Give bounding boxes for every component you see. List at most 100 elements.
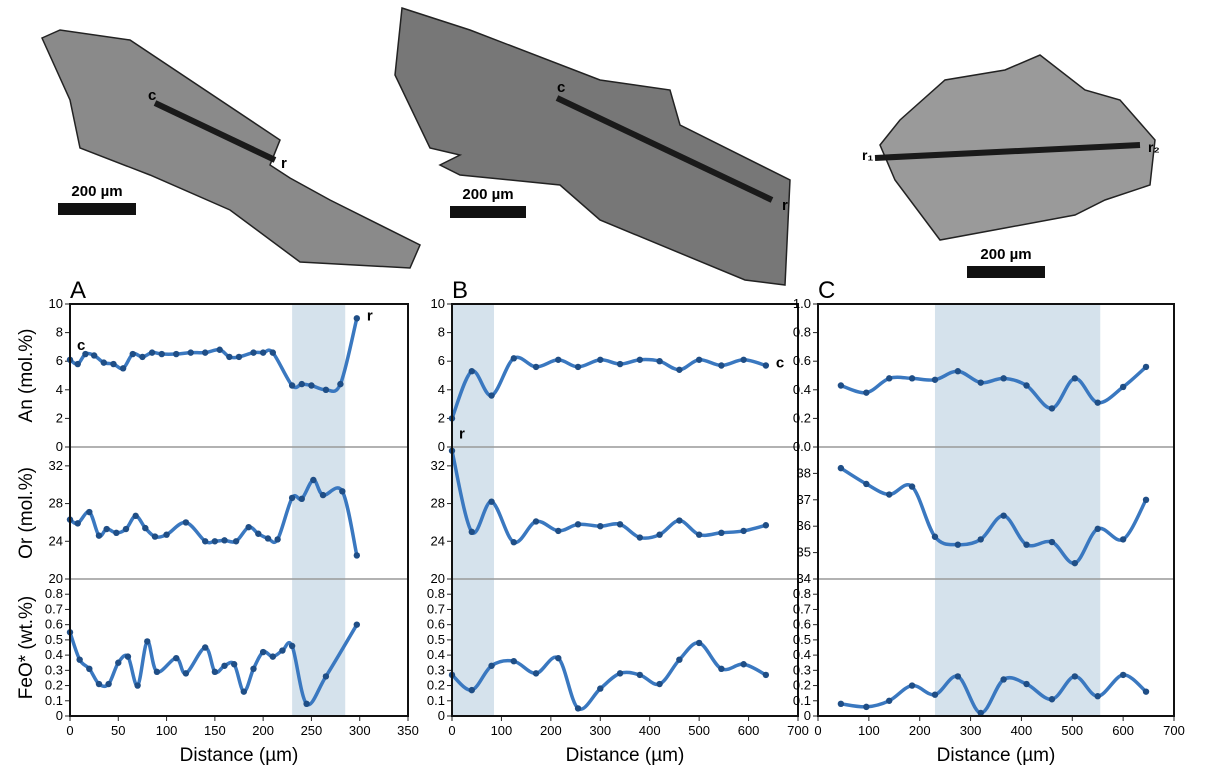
profile-line — [555, 95, 774, 203]
x-tick-label: 300 — [349, 723, 371, 738]
y-tick-label: 0.3 — [45, 662, 63, 677]
data-point — [202, 349, 209, 356]
data-point — [148, 349, 156, 356]
data-point — [555, 356, 562, 363]
data-point — [597, 523, 604, 530]
data-point — [259, 648, 267, 656]
data-point — [95, 680, 103, 688]
y-tick-label: 2 — [56, 410, 63, 425]
data-point — [232, 538, 240, 545]
data-point — [1048, 405, 1056, 412]
data-point — [1119, 671, 1127, 679]
y-tick-label: 4 — [56, 382, 63, 397]
y-tick-label: 0.4 — [427, 647, 445, 662]
data-point — [574, 363, 582, 371]
y-tick-label: 1.0 — [793, 296, 811, 311]
data-point — [886, 697, 893, 704]
data-point — [182, 519, 190, 526]
data-point — [129, 350, 136, 358]
data-point — [676, 656, 683, 663]
data-point — [468, 368, 475, 375]
data-point — [886, 375, 893, 382]
data-point — [187, 349, 194, 356]
data-point — [510, 355, 517, 362]
x-tick-label: 700 — [1163, 723, 1185, 738]
data-point — [656, 680, 663, 688]
data-point — [124, 653, 132, 660]
scale-label: 200 µm — [71, 183, 122, 200]
y-tick-label: 32 — [49, 458, 63, 473]
shaded-region — [934, 304, 1101, 716]
data-point — [86, 665, 93, 673]
data-point — [977, 709, 984, 717]
y-tick-label: 0.8 — [427, 586, 445, 601]
image-label: r — [782, 197, 788, 214]
data-point — [240, 688, 248, 695]
data-point — [532, 363, 540, 371]
x-tick-label: 600 — [738, 723, 760, 738]
data-point — [954, 673, 962, 680]
panel-label: B — [452, 277, 468, 304]
data-point — [319, 491, 327, 499]
data-point — [1094, 525, 1101, 533]
crystal-b — [394, 7, 791, 286]
y-tick-label: 28 — [431, 496, 445, 511]
data-point — [676, 517, 683, 524]
data-point — [1119, 536, 1127, 543]
data-point — [310, 476, 317, 484]
data-point — [216, 346, 223, 353]
data-point — [574, 521, 582, 528]
data-point — [695, 531, 703, 538]
data-point — [718, 362, 725, 369]
data-point — [173, 350, 180, 358]
y-tick-label: 24 — [49, 533, 63, 548]
point-annotation: r — [367, 307, 373, 324]
y-tick-label: 0.2 — [793, 410, 811, 425]
data-point — [122, 525, 130, 533]
x-axis-label: Distance (µm) — [180, 745, 299, 766]
y-tick-label: 0.0 — [793, 439, 811, 454]
y-tick-label: 0.5 — [427, 632, 445, 647]
data-point — [245, 523, 252, 531]
y-tick-label: 10 — [49, 296, 63, 311]
x-tick-label: 200 — [540, 723, 562, 738]
data-point — [488, 392, 495, 399]
data-point — [250, 665, 257, 673]
data-point — [202, 644, 209, 651]
y-tick-label: 6 — [438, 353, 445, 368]
data-point — [158, 350, 165, 358]
y-tick-label: 8 — [56, 325, 63, 340]
y-tick-label: 36 — [797, 518, 811, 533]
data-point — [695, 639, 703, 647]
data-point — [139, 353, 146, 361]
y-tick-label: 2 — [438, 410, 445, 425]
data-point — [182, 670, 190, 677]
crystal-images: c r 200 µm c r 200 µm r₁ r₂ 200 µm — [41, 7, 1160, 286]
shaded-region — [452, 304, 495, 716]
profile-line — [153, 100, 277, 163]
data-point — [762, 522, 770, 529]
data-point — [886, 491, 893, 498]
data-point — [339, 488, 346, 495]
data-point — [142, 524, 149, 532]
x-tick-label: 200 — [909, 723, 931, 738]
data-point — [1023, 541, 1030, 548]
data-point — [144, 638, 151, 645]
image-label: r₂ — [1148, 139, 1160, 155]
data-point — [468, 528, 475, 536]
image-label: r — [281, 155, 287, 172]
shaded-region — [292, 304, 346, 716]
data-point — [279, 647, 286, 654]
y-tick-label: 0 — [438, 708, 445, 723]
y-tick-label: 0.2 — [793, 678, 811, 693]
y-tick-label: 0.5 — [793, 632, 811, 647]
y-tick-label: 4 — [438, 382, 445, 397]
y-tick-label: 34 — [797, 571, 811, 586]
data-point — [303, 700, 310, 708]
data-point — [288, 382, 296, 389]
y-tick-label: 0.8 — [45, 586, 63, 601]
data-point — [597, 356, 604, 363]
data-point — [740, 356, 747, 363]
y-tick-label: 38 — [797, 465, 811, 480]
